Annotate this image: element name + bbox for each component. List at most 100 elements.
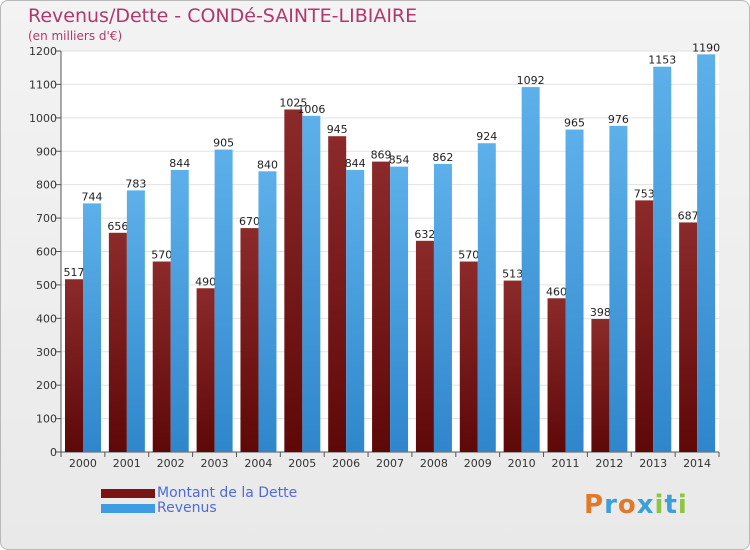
y-tick-label: 500: [36, 279, 57, 292]
bar-revenus: [565, 129, 584, 452]
x-tick-label: 2001: [113, 457, 141, 470]
data-label: 656: [107, 220, 128, 233]
y-tick-label: 700: [36, 212, 57, 225]
bar-dette: [284, 109, 303, 453]
data-label: 460: [546, 285, 567, 298]
x-tick-label: 2008: [420, 457, 448, 470]
y-tick-label: 400: [36, 312, 57, 325]
proxiti-logo: Proxiti: [584, 490, 688, 520]
data-label: 570: [151, 249, 172, 262]
data-label: 517: [64, 266, 85, 279]
bar-dette: [591, 319, 610, 452]
legend-swatch-dette: [101, 489, 155, 498]
data-label: 945: [327, 123, 348, 136]
data-label: 744: [82, 190, 103, 203]
bar-dette: [415, 240, 434, 452]
data-label: 513: [502, 268, 523, 281]
x-tick-label: 2007: [376, 457, 404, 470]
data-label: 1190: [692, 41, 720, 54]
bar-dette: [328, 136, 347, 452]
logo-letter: r: [604, 490, 618, 520]
legend-label-dette: Montant de la Dette: [157, 485, 298, 501]
data-label: 965: [564, 117, 585, 130]
bar-revenus: [302, 115, 321, 452]
bar-revenus: [258, 171, 277, 453]
y-tick-label: 1200: [29, 45, 57, 58]
bar-revenus: [697, 54, 716, 452]
data-label: 1025: [279, 96, 307, 109]
bar-dette: [240, 228, 259, 452]
data-label: 976: [608, 113, 629, 126]
bar-dette: [372, 161, 391, 452]
x-tick-label: 2009: [464, 457, 492, 470]
bar-revenus: [170, 169, 189, 453]
logo-letter: i: [654, 490, 665, 520]
bar-dette: [65, 279, 83, 452]
bar-dette: [459, 261, 478, 452]
data-label: 753: [634, 187, 655, 200]
x-tick-label: 2000: [69, 457, 97, 470]
x-tick-label: 2010: [508, 457, 536, 470]
x-tick-label: 2014: [683, 457, 711, 470]
data-label: 398: [590, 306, 611, 319]
bar-dette: [108, 232, 127, 452]
bar-revenus: [214, 149, 233, 452]
data-label: 670: [239, 215, 260, 228]
bar-dette: [152, 261, 171, 452]
y-tick-label: 300: [36, 346, 57, 359]
data-label: 687: [678, 209, 699, 222]
x-tick-label: 2002: [157, 457, 185, 470]
data-label: 1092: [517, 74, 545, 87]
chart-title: Revenus/Dette - CONDé-SAINTE-LIBIAIRE: [28, 5, 418, 27]
logo-letter: o: [617, 490, 637, 520]
y-tick-label: 0: [50, 446, 57, 459]
legend-swatch-revenus: [101, 504, 155, 513]
x-tick-label: 2011: [551, 457, 579, 470]
bar-revenus: [521, 87, 540, 452]
bar-dette: [635, 200, 654, 452]
y-tick-label: 200: [36, 379, 57, 392]
y-tick-label: 100: [36, 413, 57, 426]
logo-letter: x: [636, 490, 655, 520]
bar-revenus: [346, 169, 365, 453]
data-label: 905: [213, 137, 234, 150]
data-label: 869: [371, 149, 392, 162]
bar-revenus: [390, 166, 409, 452]
data-label: 844: [345, 157, 366, 170]
bar-revenus: [126, 190, 145, 452]
bar-dette: [503, 280, 522, 452]
bar-revenus: [609, 125, 628, 452]
bar-revenus: [433, 163, 452, 452]
data-label: 1006: [297, 103, 325, 116]
data-label: 570: [458, 249, 479, 262]
x-tick-label: 2013: [639, 457, 667, 470]
logo-letter: P: [584, 490, 605, 520]
bar-revenus: [83, 203, 101, 452]
bar-revenus: [653, 66, 672, 452]
data-label: 862: [432, 151, 453, 164]
y-tick-label: 1000: [29, 112, 57, 125]
bar-revenus: [477, 143, 496, 453]
y-tick-label: 600: [36, 246, 57, 259]
data-label: 840: [257, 158, 278, 171]
x-tick-label: 2006: [332, 457, 360, 470]
bar-dette: [547, 298, 566, 452]
x-tick-label: 2004: [244, 457, 272, 470]
legend-label-revenus: Revenus: [157, 500, 217, 516]
logo-letter: t: [664, 490, 678, 520]
y-tick-label: 800: [36, 179, 57, 192]
data-label: 783: [125, 177, 146, 190]
data-label: 632: [414, 228, 435, 241]
data-label: 1153: [648, 54, 676, 67]
data-label: 924: [476, 130, 497, 143]
data-label: 844: [169, 157, 190, 170]
y-tick-label: 900: [36, 145, 57, 158]
bar-dette: [196, 288, 215, 452]
x-tick-label: 2005: [288, 457, 316, 470]
y-tick-label: 1100: [29, 78, 57, 91]
chart-subtitle: (en milliers d'€): [28, 29, 123, 43]
x-tick-label: 2012: [595, 457, 623, 470]
data-label: 854: [389, 154, 410, 167]
